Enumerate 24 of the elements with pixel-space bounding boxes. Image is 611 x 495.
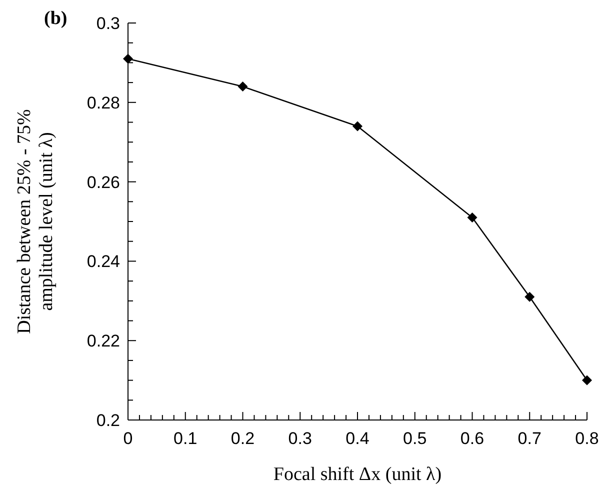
x-tick-label: 0.1 — [174, 429, 198, 448]
x-tick-label: 0 — [123, 429, 133, 448]
point — [238, 82, 248, 92]
y-tick-label: 0.24 — [86, 252, 120, 272]
point — [467, 212, 478, 223]
point — [582, 375, 592, 386]
x-tick-label: 0.7 — [518, 429, 542, 448]
point — [524, 292, 535, 302]
y-tick-label: 0.2 — [96, 411, 120, 430]
x-axis-title: Focal shift Δx (unit λ) — [273, 464, 442, 485]
y-tick-label: 0.22 — [86, 332, 120, 351]
x-tick-label: 0.2 — [230, 429, 255, 448]
y-axis-title: Distance between 25% - 75% amplitude level (unit λ) — [14, 108, 57, 334]
y-tick-label: 0.28 — [86, 93, 120, 112]
y-tick-label: 0.3 — [96, 14, 120, 33]
x-tick-label: 0.6 — [460, 429, 484, 448]
point — [123, 54, 133, 64]
x-tick-label: 0.8 — [575, 429, 599, 448]
y-tick-label: 0.26 — [86, 172, 120, 192]
x-tick-label: 0.3 — [288, 429, 312, 448]
x-tick-label: 0.4 — [346, 429, 370, 448]
chart-title: (b) — [44, 8, 68, 30]
x-tick-label: 0.5 — [403, 429, 427, 448]
point — [352, 121, 362, 132]
